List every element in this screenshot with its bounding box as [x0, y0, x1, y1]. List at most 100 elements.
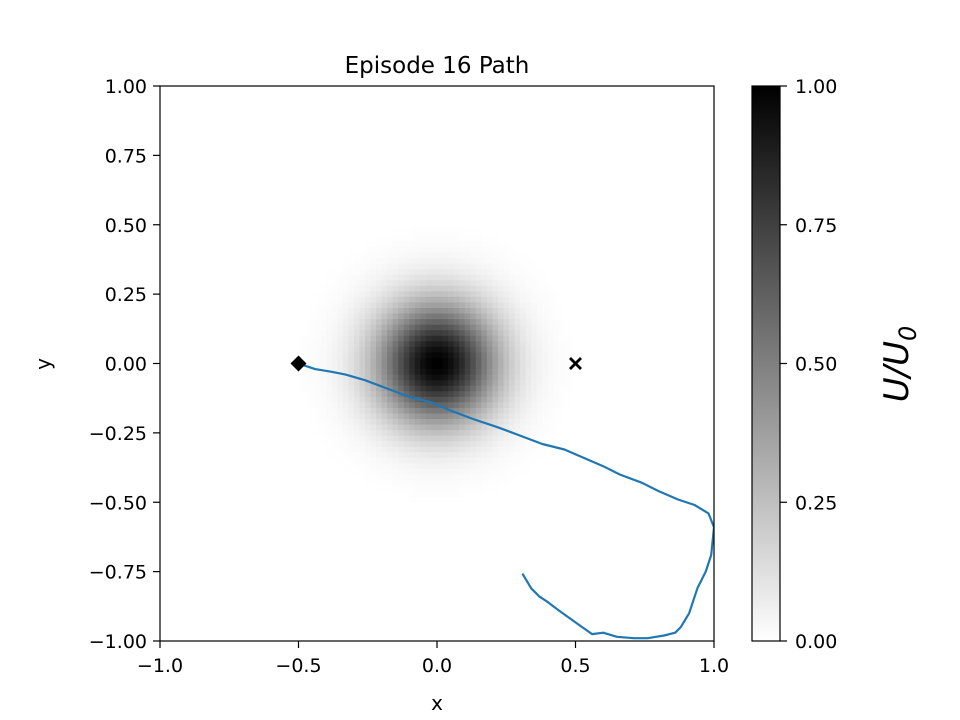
field-cell: [348, 407, 355, 414]
field-cell: [514, 463, 521, 470]
field-cell: [448, 452, 455, 459]
field-cell: [304, 357, 310, 364]
field-cell: [370, 346, 377, 353]
field-cell: [453, 308, 460, 314]
field-cell: [448, 424, 455, 431]
field-cell: [520, 302, 527, 309]
y-axis: 1.000.750.500.250.00−0.25−0.50−0.75−1.00: [89, 76, 160, 653]
field-cell: [353, 285, 360, 292]
field-cell: [442, 452, 449, 459]
field-cell: [497, 463, 504, 470]
field-cell: [420, 407, 427, 414]
potential-field: [298, 224, 576, 503]
field-cell: [348, 346, 355, 353]
field-cell: [503, 441, 510, 448]
field-cell: [315, 369, 322, 375]
field-cell: [359, 280, 366, 287]
field-cell: [475, 463, 482, 470]
field-cell: [481, 374, 488, 381]
field-cell: [464, 374, 471, 381]
field-cell: [475, 313, 482, 320]
field-cell: [398, 280, 405, 287]
field-cell: [370, 308, 377, 314]
field-cell: [442, 241, 449, 248]
field-cell: [348, 269, 355, 276]
field-cell: [315, 291, 322, 298]
y-axis-label: y: [31, 358, 55, 370]
field-cell: [364, 246, 371, 253]
field-cell: [403, 330, 410, 337]
field-cell: [497, 419, 504, 425]
field-cell: [503, 385, 510, 392]
field-cell: [359, 285, 366, 292]
field-cell: [470, 263, 477, 270]
field-cell: [425, 319, 432, 326]
field-cell: [481, 330, 488, 337]
field-cell: [459, 252, 466, 259]
field-cell: [315, 419, 322, 425]
field-cell: [326, 380, 333, 387]
field-cell: [359, 308, 366, 314]
field-cell: [387, 380, 394, 387]
field-cell: [553, 296, 560, 303]
field-cell: [353, 302, 360, 309]
field-cell: [475, 274, 482, 281]
field-cell: [370, 330, 377, 337]
field-cell: [481, 357, 488, 364]
field-cell: [547, 402, 554, 409]
field-cell: [304, 380, 310, 387]
field-cell: [553, 407, 560, 414]
field-cell: [509, 330, 515, 337]
field-cell: [409, 274, 416, 281]
field-cell: [320, 324, 327, 331]
field-cell: [448, 252, 455, 259]
field-cell: [547, 330, 554, 337]
field-cell: [398, 363, 405, 370]
field-cell: [376, 291, 382, 298]
field-cell: [370, 374, 377, 381]
field-cell: [348, 324, 355, 331]
field-cell: [453, 335, 460, 342]
field-cell: [442, 463, 449, 470]
field-cell: [337, 407, 344, 414]
field-cell: [398, 252, 405, 259]
field-cell: [497, 369, 504, 375]
field-cell: [398, 346, 405, 353]
field-cell: [470, 424, 477, 431]
field-cell: [359, 441, 366, 448]
field-cell: [509, 452, 515, 459]
field-cell: [409, 346, 416, 353]
field-cell: [442, 246, 449, 253]
field-cell: [437, 235, 443, 242]
field-cell: [459, 385, 466, 392]
field-cell: [464, 363, 471, 370]
field-cell: [392, 446, 399, 453]
field-cell: [370, 324, 377, 331]
field-cell: [403, 291, 410, 298]
field-cell: [536, 313, 543, 320]
field-cell: [431, 457, 438, 464]
field-cell: [486, 235, 493, 242]
field-cell: [359, 352, 366, 359]
field-cell: [520, 452, 527, 459]
field-cell: [376, 263, 382, 270]
field-cell: [437, 330, 443, 337]
field-cell: [542, 385, 549, 392]
field-cell: [392, 296, 399, 303]
field-cell: [387, 463, 394, 470]
field-cell: [381, 274, 388, 281]
field-cell: [376, 424, 382, 431]
field-cell: [481, 369, 488, 375]
field-cell: [331, 385, 338, 392]
field-cell: [403, 274, 410, 281]
field-cell: [326, 285, 333, 292]
field-cell: [337, 446, 344, 453]
field-cell: [525, 296, 532, 303]
field-cell: [414, 241, 421, 248]
field-cell: [392, 480, 399, 486]
field-cell: [403, 357, 410, 364]
field-cell: [342, 319, 349, 326]
field-cell: [403, 313, 410, 320]
field-cell: [359, 396, 366, 403]
field-cell: [503, 296, 510, 303]
